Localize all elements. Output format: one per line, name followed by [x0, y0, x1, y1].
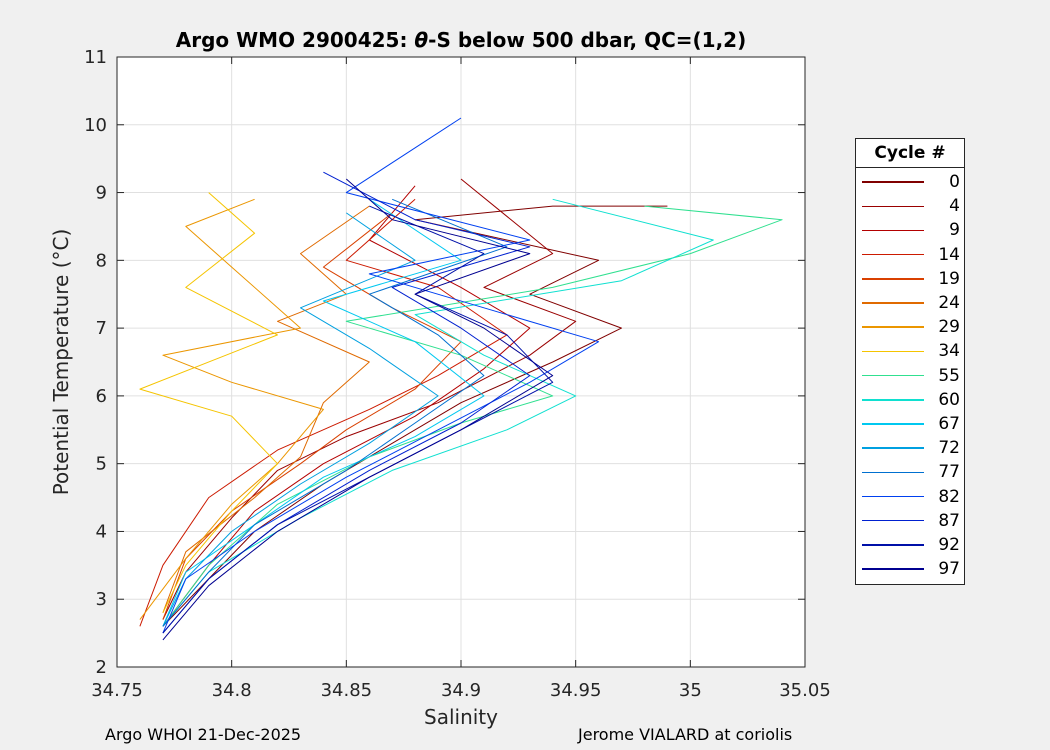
series-line-cycle-29	[139, 198, 324, 620]
y-tick-label: 2	[96, 657, 107, 678]
legend-label: 97	[938, 559, 960, 580]
y-tick-label: 4	[96, 521, 107, 542]
legend-swatch	[862, 519, 924, 522]
legend-swatch	[862, 568, 924, 570]
legend-list: 0 4 9 14 19 24 29 34 55 60 67 72 77 82 87 92 97	[856, 168, 964, 584]
y-tick-label: 8	[96, 250, 107, 271]
series-line-cycle-55	[162, 205, 783, 627]
series-line-cycle-4	[162, 178, 577, 620]
legend-item: 9	[856, 218, 964, 242]
legend-item: 0	[856, 170, 964, 194]
legend-swatch	[862, 302, 924, 304]
legend-label: 92	[938, 534, 960, 555]
legend-label: 29	[938, 317, 960, 338]
legend-label: 9	[949, 220, 960, 241]
footer-left: Argo WHOI 21-Dec-2025	[105, 725, 302, 744]
legend-swatch	[862, 374, 924, 377]
legend-title: Cycle #	[856, 139, 964, 168]
legend-item: 34	[856, 339, 964, 363]
legend-item: 55	[856, 364, 964, 388]
legend-item: 97	[856, 557, 964, 581]
legend-item: 19	[856, 267, 964, 291]
legend-item: 29	[856, 315, 964, 339]
series-line-cycle-92	[162, 205, 554, 634]
legend-swatch	[862, 278, 924, 280]
series-line-cycle-34	[139, 192, 278, 614]
legend-label: 60	[938, 389, 960, 410]
series-line-cycle-19	[162, 212, 462, 620]
legend-swatch	[862, 423, 924, 425]
legend-label: 87	[938, 510, 960, 531]
legend-label: 82	[938, 486, 960, 507]
legend-swatch	[862, 205, 924, 208]
legend-item: 4	[856, 194, 964, 218]
legend-swatch	[862, 253, 924, 256]
legend-label: 67	[938, 413, 960, 434]
legend-swatch	[862, 495, 924, 498]
y-axis-label: Potential Temperature (°C)	[49, 229, 73, 496]
legend-item: 14	[856, 243, 964, 267]
legend-label: 55	[938, 365, 960, 386]
series-line-cycle-82	[162, 117, 600, 634]
legend-label: 34	[938, 341, 960, 362]
legend-label: 14	[938, 244, 960, 265]
legend-swatch	[862, 181, 924, 183]
legend-item: 77	[856, 460, 964, 484]
legend-item: 24	[856, 291, 964, 315]
legend-item: 92	[856, 533, 964, 557]
series-line-cycle-72	[162, 212, 439, 627]
x-axis-label: Salinity	[424, 705, 498, 729]
x-tick-label: 34.75	[91, 680, 143, 701]
y-tick-label: 11	[84, 47, 107, 68]
legend-item: 60	[856, 388, 964, 412]
chart-title: Argo WMO 2900425: θ-S below 500 dbar, QC…	[176, 28, 746, 52]
footer-right: Jerome VIALARD at coriolis	[578, 725, 793, 744]
x-tick-label: 34.85	[321, 680, 373, 701]
legend-item: 82	[856, 484, 964, 508]
series-line-cycle-9	[162, 185, 531, 627]
x-tick-label: 34.9	[441, 680, 481, 701]
y-tick-label: 9	[96, 183, 107, 204]
legend-swatch	[862, 544, 924, 546]
legend-label: 24	[938, 293, 960, 314]
y-tick-label: 5	[96, 454, 107, 475]
series-layer	[139, 117, 783, 641]
series-line-cycle-77	[162, 198, 508, 627]
legend-label: 0	[949, 172, 960, 193]
legend-label: 72	[938, 438, 960, 459]
legend-label: 77	[938, 462, 960, 483]
legend-item: 67	[856, 412, 964, 436]
y-tick-label: 3	[96, 589, 107, 610]
legend-swatch	[862, 229, 924, 232]
legend-item: 87	[856, 509, 964, 533]
legend-swatch	[862, 447, 924, 449]
series-line-cycle-60	[162, 198, 714, 627]
legend-label: 19	[938, 268, 960, 289]
x-tick-label: 34.8	[212, 680, 252, 701]
series-line-cycle-97	[162, 178, 554, 641]
legend-item: 72	[856, 436, 964, 460]
legend-swatch	[862, 350, 924, 353]
y-tick-label: 6	[96, 386, 107, 407]
x-tick-label: 35.05	[779, 680, 831, 701]
x-tick-label: 34.95	[550, 680, 602, 701]
y-tick-label: 10	[84, 115, 107, 136]
legend: Cycle # 0 4 9 14 19 24 29 34 55 60 67 72 77 82 87 92 97	[855, 138, 965, 586]
legend-label: 4	[949, 196, 960, 217]
ticks-layer: 34.75 34.8 34.85 34.9 34.95 35 35.05 2 3 4 5 6 7 8 9 10…	[84, 47, 831, 701]
y-tick-label: 7	[96, 318, 107, 339]
legend-swatch	[862, 326, 924, 328]
legend-swatch	[862, 471, 924, 474]
series-line-cycle-14	[139, 198, 508, 627]
x-tick-label: 35	[679, 680, 702, 701]
legend-swatch	[862, 399, 924, 401]
